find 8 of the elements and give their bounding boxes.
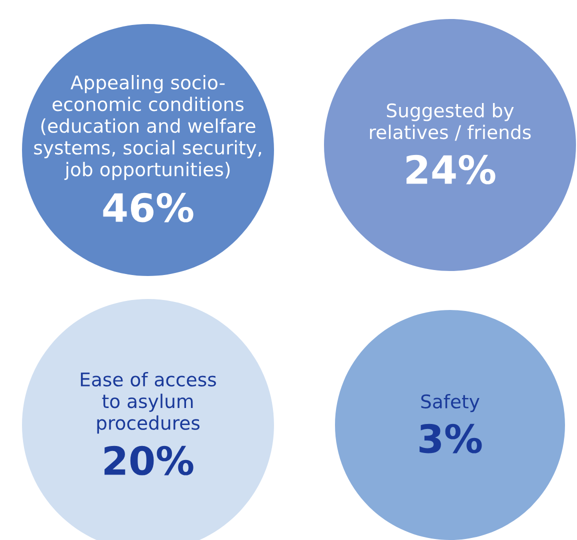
category-label: Ease of access to asylum procedures <box>80 372 216 434</box>
data-label: 24% <box>406 154 496 184</box>
data-label: 46% <box>103 192 194 222</box>
category-label: Safety <box>421 394 480 412</box>
category-label: Suggested by relatives / friends <box>370 103 531 141</box>
data-label: 20% <box>104 446 194 476</box>
category-label: Appealing socio- economic conditions (education and welfare systems, social security, job opportunities) <box>34 75 262 180</box>
data-label: 3% <box>420 424 482 454</box>
